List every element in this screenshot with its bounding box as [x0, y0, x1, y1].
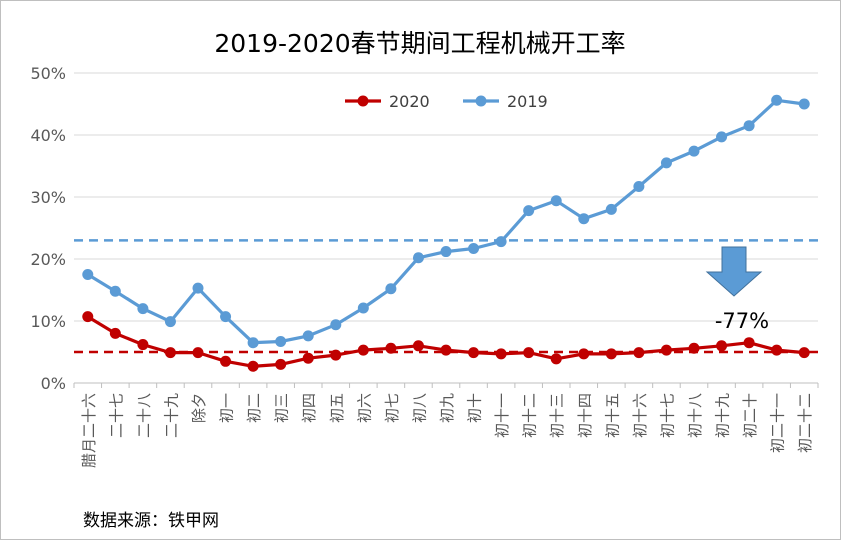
data-point-2019 — [220, 311, 232, 323]
data-point-2020 — [633, 347, 645, 359]
x-tick-label: 初十三 — [548, 393, 566, 438]
legend-marker-2019 — [475, 95, 487, 107]
data-point-2020 — [82, 311, 94, 323]
x-tick-label: 初十七 — [658, 393, 676, 438]
data-point-2020 — [495, 348, 507, 360]
data-point-2019 — [440, 246, 452, 258]
data-point-2019 — [385, 283, 397, 295]
data-point-2019 — [716, 131, 728, 143]
data-point-2020 — [605, 348, 617, 360]
legend-label-2019: 2019 — [507, 92, 548, 111]
x-tick-label: 初二十 — [741, 393, 759, 438]
data-point-2020 — [164, 347, 176, 359]
x-tick-label: 初一 — [218, 393, 236, 423]
data-point-2019 — [468, 242, 480, 254]
annotation-label: -77% — [715, 309, 769, 333]
data-point-2020 — [523, 347, 535, 359]
y-tick-label: 50% — [30, 64, 66, 83]
data-point-2020 — [716, 340, 728, 352]
data-point-2020 — [275, 358, 287, 370]
y-tick-label: 0% — [41, 374, 66, 393]
series-line-2019 — [86, 98, 805, 345]
data-point-2020 — [550, 353, 562, 365]
x-tick-label: 初十二 — [521, 393, 539, 438]
data-point-2020 — [192, 347, 204, 359]
data-point-2019 — [330, 319, 342, 331]
data-point-2019 — [798, 98, 810, 110]
x-tick-label: 初二十二 — [796, 393, 814, 453]
data-point-2020 — [578, 348, 590, 360]
x-tick-label: 二十九 — [162, 393, 180, 438]
data-point-2019 — [771, 94, 783, 106]
data-point-2019 — [357, 302, 369, 314]
data-point-2020 — [330, 349, 342, 361]
data-point-2019 — [495, 236, 507, 248]
x-tick-label: 除夕 — [190, 393, 208, 423]
data-point-2020 — [412, 340, 424, 352]
data-point-2019 — [605, 203, 617, 215]
x-tick-label: 初十八 — [686, 393, 704, 438]
data-point-2020 — [771, 344, 783, 356]
data-point-2019 — [688, 145, 700, 157]
data-point-2019 — [82, 269, 94, 280]
data-point-2019 — [578, 213, 590, 225]
data-point-2020 — [660, 344, 672, 356]
x-tick-label: 初二十一 — [769, 393, 787, 453]
y-tick-label: 10% — [30, 312, 66, 331]
legend-label-2020: 2020 — [389, 92, 430, 111]
data-point-2019 — [743, 120, 755, 132]
data-point-2019 — [164, 316, 176, 328]
x-tick-label: 二十七 — [107, 393, 125, 438]
data-point-2019 — [302, 330, 314, 342]
x-tick-label: 初八 — [410, 393, 428, 423]
data-point-2019 — [247, 337, 259, 349]
data-point-2019 — [633, 180, 645, 192]
data-point-2020 — [798, 347, 810, 359]
legend-marker-2020 — [357, 95, 369, 107]
x-tick-label: 初五 — [328, 393, 346, 423]
data-source-note: 数据来源：铁甲网 — [83, 511, 219, 531]
data-point-2019 — [412, 252, 424, 264]
x-tick-label: 初七 — [383, 393, 401, 423]
series-line-2020 — [86, 315, 805, 368]
data-point-2019 — [660, 157, 672, 169]
x-tick-label: 初三 — [273, 393, 291, 423]
x-tick-label: 初十一 — [493, 393, 511, 438]
data-point-2020 — [385, 342, 397, 354]
data-point-2019 — [523, 205, 535, 217]
data-point-2020 — [220, 355, 232, 367]
data-point-2019 — [192, 282, 204, 294]
chart-title: 2019-2020春节期间工程机械开工率 — [214, 29, 625, 58]
x-tick-label: 初四 — [300, 393, 318, 423]
x-tick-label: 初十五 — [603, 393, 621, 438]
x-tick-label: 初十九 — [714, 393, 732, 438]
x-tick-label: 二十八 — [135, 393, 153, 438]
x-tick-label: 初十六 — [631, 393, 649, 438]
data-point-2020 — [137, 339, 149, 351]
data-point-2020 — [468, 347, 480, 359]
y-tick-label: 30% — [30, 188, 66, 207]
data-point-2020 — [247, 360, 259, 372]
data-point-2020 — [440, 344, 452, 356]
data-point-2020 — [302, 352, 314, 364]
x-tick-label: 初二 — [245, 393, 263, 423]
x-tick-label: 初九 — [438, 393, 456, 423]
data-point-2020 — [109, 327, 121, 339]
data-point-2019 — [137, 303, 149, 315]
x-tick-label: 初六 — [355, 393, 373, 423]
data-point-2019 — [275, 335, 287, 347]
data-point-2019 — [550, 195, 562, 207]
data-point-2019 — [109, 285, 121, 297]
down-arrow-icon — [705, 246, 763, 297]
x-tick-label: 腊月二十六 — [80, 393, 98, 468]
data-point-2020 — [688, 342, 700, 354]
x-tick-label: 初十 — [466, 393, 484, 423]
data-point-2020 — [743, 337, 755, 349]
x-tick-label: 初十四 — [576, 393, 594, 438]
y-tick-label: 40% — [30, 126, 66, 145]
data-point-2020 — [357, 344, 369, 356]
y-tick-label: 20% — [30, 250, 66, 269]
